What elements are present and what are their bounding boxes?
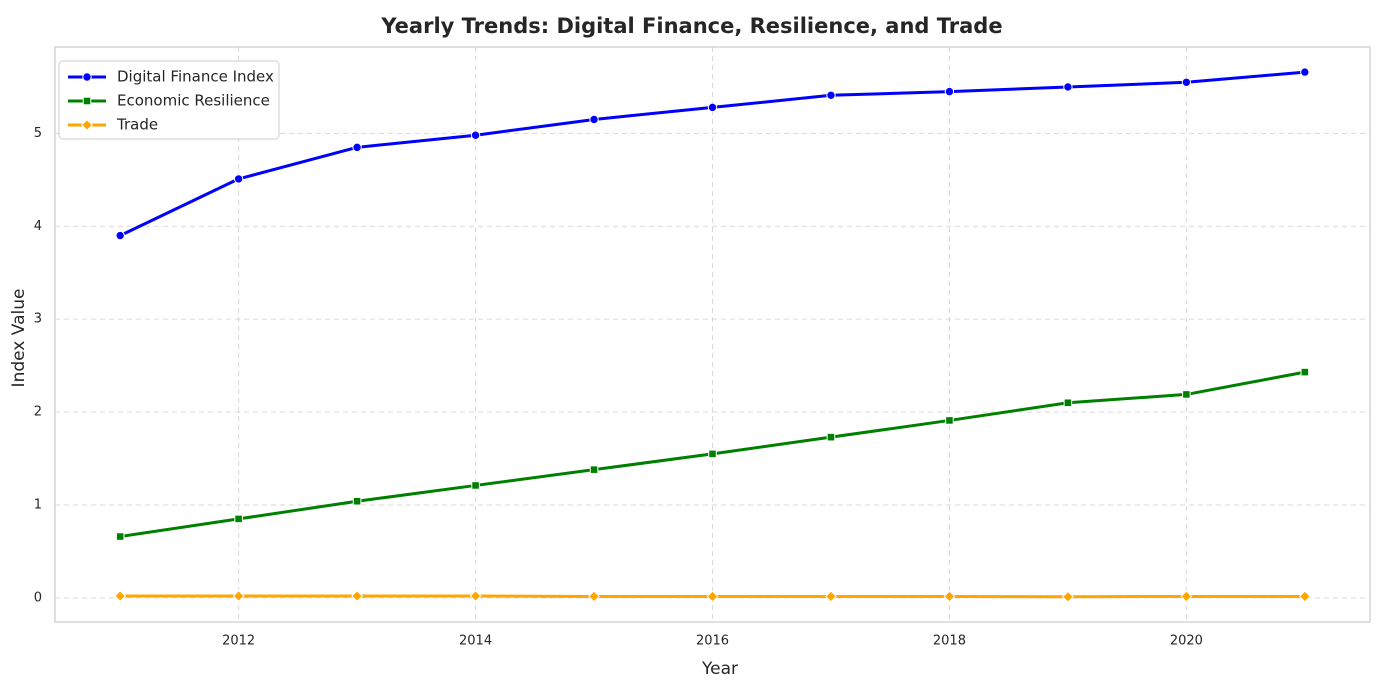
data-point-digital-finance-index (115, 230, 125, 241)
data-point-digital-finance-index (1300, 67, 1310, 77)
legend-marker (82, 96, 92, 106)
data-point-trade (232, 590, 245, 602)
legend-label: Economic Resilience (117, 92, 270, 110)
x-tick-label: 2018 (933, 634, 966, 649)
data-point-digital-finance-index (1181, 77, 1192, 87)
data-point-digital-finance-index (470, 130, 481, 140)
y-tick-label: 4 (34, 219, 42, 234)
data-point-digital-finance-index (233, 174, 244, 184)
y-tick-label: 1 (34, 497, 42, 512)
data-point-digital-finance-index (944, 86, 955, 97)
data-point-economic-resilience (826, 432, 836, 442)
data-point-trade (351, 590, 364, 602)
data-point-trade (1298, 590, 1311, 603)
series-layer (114, 67, 1311, 603)
data-point-economic-resilience (1300, 367, 1310, 377)
legend-marker (82, 72, 92, 82)
series-digital-finance-index (115, 67, 1310, 241)
series-economic-resilience (115, 367, 1310, 541)
series-trade (114, 590, 1311, 603)
data-point-digital-finance-index (589, 114, 599, 125)
y-tick-label: 0 (34, 590, 42, 605)
x-tick-label: 2020 (1170, 634, 1203, 649)
plot-frame (54, 46, 1371, 623)
data-point-digital-finance-index (826, 90, 836, 101)
x-axis-label: Year (701, 659, 738, 679)
data-point-trade (1061, 590, 1074, 603)
legend: Digital Finance Index Economic Resilience… (58, 60, 280, 140)
data-point-economic-resilience (589, 465, 599, 474)
legend-item-economic-resilience: Economic Resilience (68, 92, 270, 110)
data-point-digital-finance-index (352, 142, 362, 153)
y-tick-label: 2 (34, 405, 42, 420)
legend-box (58, 60, 280, 140)
data-point-trade (943, 590, 956, 603)
y-tick-label: 5 (34, 126, 42, 141)
data-point-trade (706, 590, 719, 603)
data-point-digital-finance-index (1063, 82, 1073, 92)
data-point-economic-resilience (945, 416, 954, 425)
data-point-trade (469, 590, 482, 602)
legend-marker (81, 119, 93, 131)
data-point-trade (825, 590, 837, 603)
data-point-economic-resilience (352, 496, 362, 506)
data-point-economic-resilience (471, 481, 480, 490)
legend-item-digital-finance-index: Digital Finance Index (68, 68, 274, 86)
y-tick-label: 3 (34, 312, 42, 327)
axis-ticks: 2012 2014 2016 2018 2020 0 1 2 3 4 5 (34, 126, 1203, 649)
data-point-economic-resilience (1182, 390, 1191, 399)
legend-label: Digital Finance Index (117, 68, 274, 86)
x-tick-label: 2012 (222, 634, 255, 649)
legend-item-trade: Trade (68, 116, 158, 134)
data-point-economic-resilience (1063, 398, 1073, 408)
data-point-economic-resilience (708, 449, 717, 459)
data-point-digital-finance-index (707, 102, 718, 113)
y-axis-label: Index Value (9, 289, 29, 388)
data-point-economic-resilience (234, 514, 243, 524)
data-point-economic-resilience (115, 532, 125, 541)
x-tick-label: 2016 (696, 634, 729, 649)
x-tick-label: 2014 (459, 634, 492, 649)
legend-label: Trade (116, 116, 158, 134)
chart-title: Yearly Trends: Digital Finance, Resilien… (380, 14, 1002, 38)
data-point-trade (588, 590, 600, 603)
data-point-trade (1180, 590, 1193, 603)
data-point-trade (114, 590, 127, 602)
